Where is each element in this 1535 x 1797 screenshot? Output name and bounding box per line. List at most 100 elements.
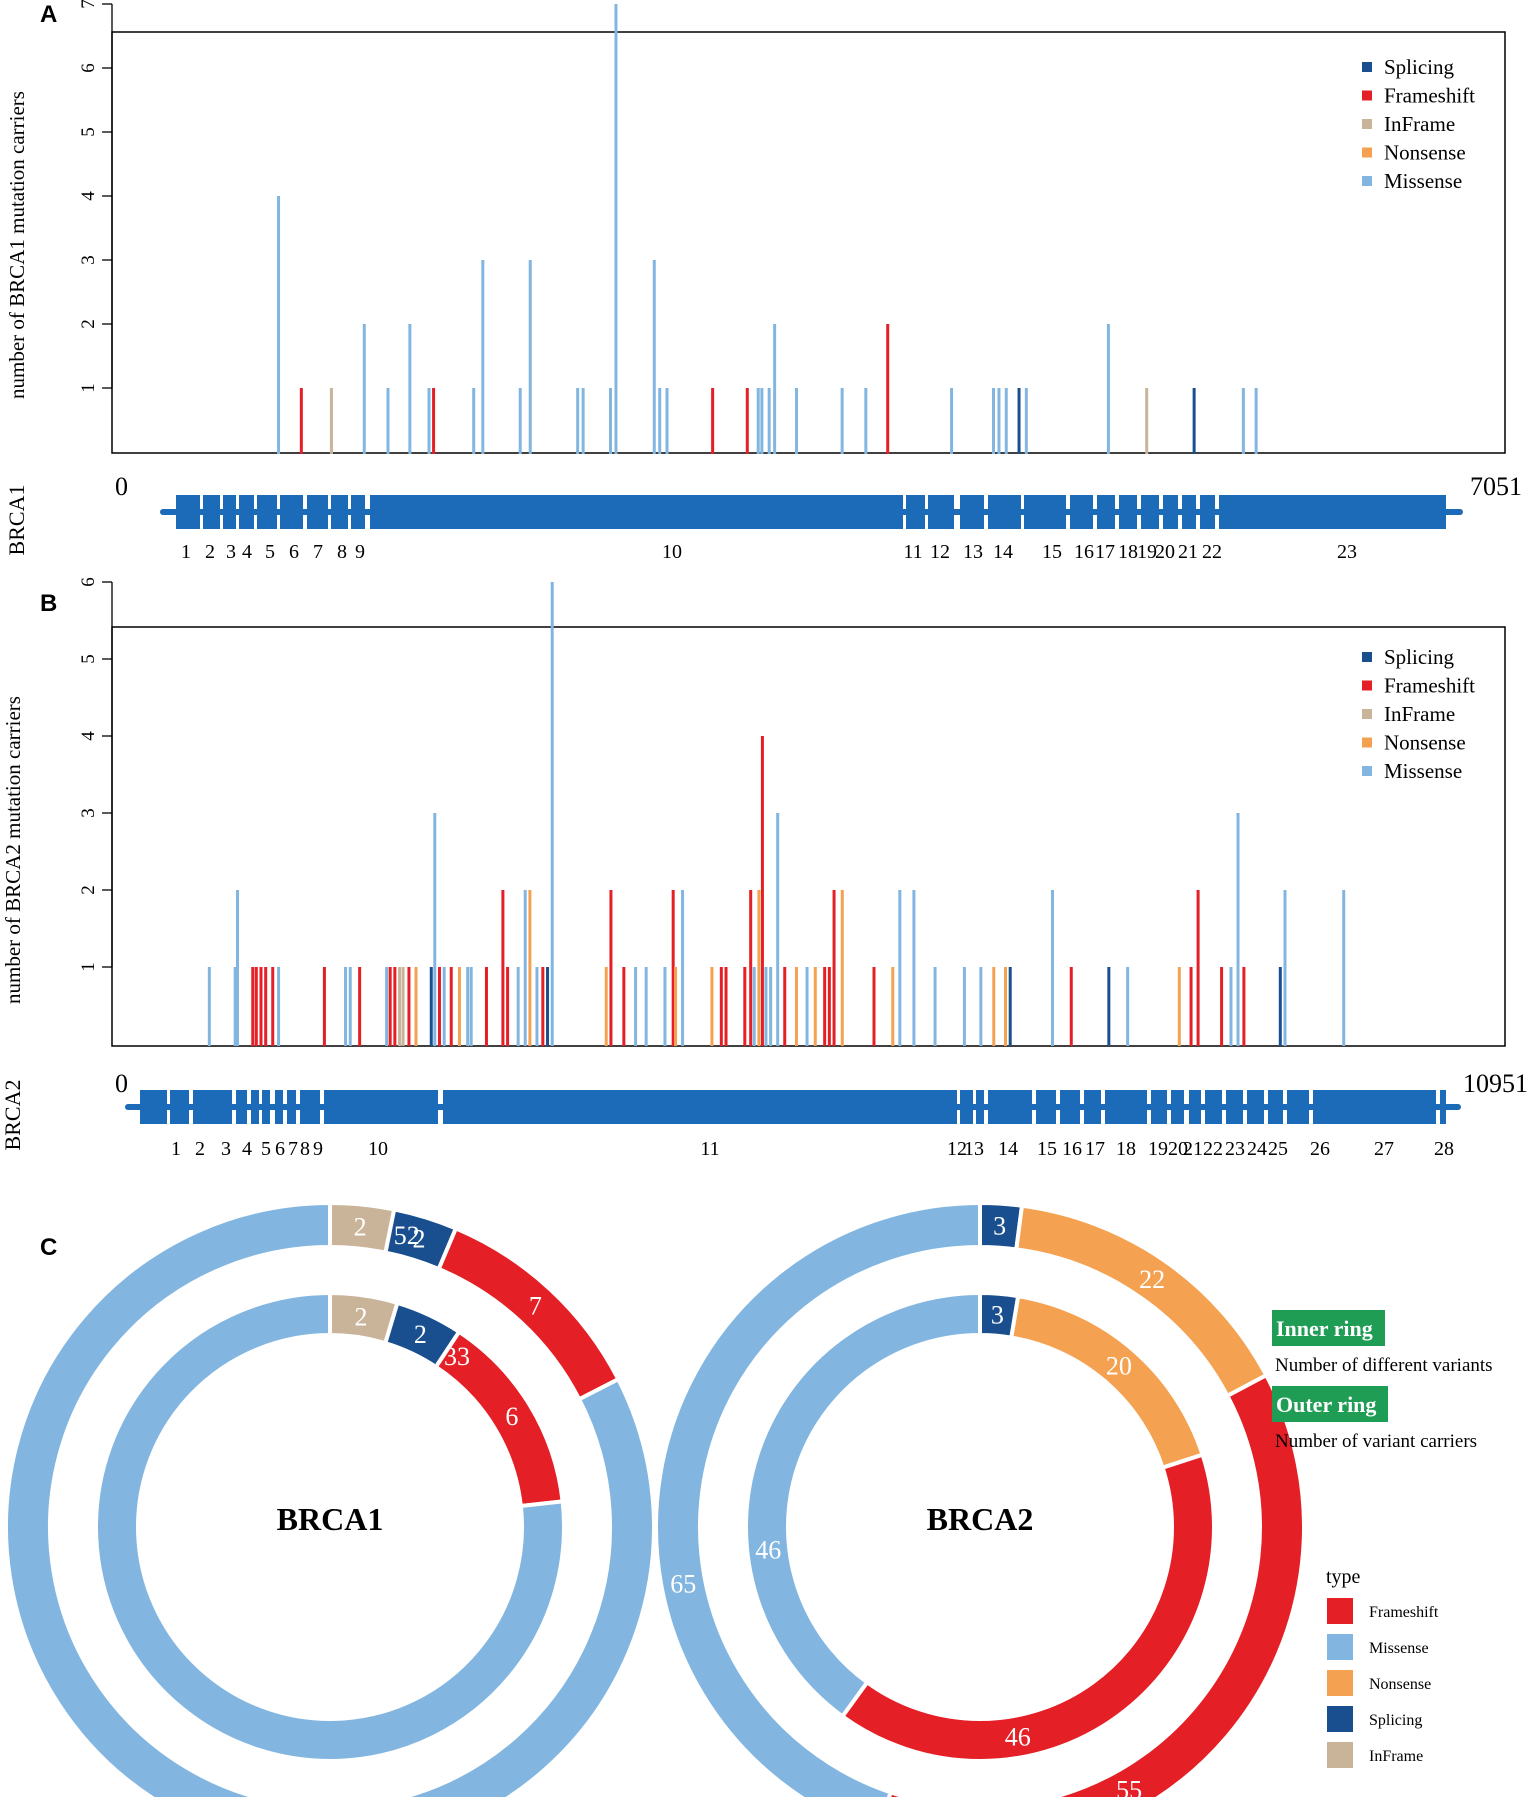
- exon-number: 13: [964, 1138, 984, 1160]
- panel-b-letter: B: [40, 590, 57, 617]
- exon-number: 11: [903, 541, 922, 563]
- exon-number: 9: [355, 541, 365, 563]
- y-tick-label: 4: [78, 731, 99, 741]
- outer-ring-slice-missense: [653, 1200, 982, 1797]
- exon-block: [1182, 495, 1196, 529]
- exon-number: 10: [368, 1138, 388, 1160]
- legend-label-frameshift: Frameshift: [1384, 84, 1475, 108]
- brca2-y-label: number of BRCA2 mutation carriers: [1, 696, 25, 1004]
- exon-number: 22: [1202, 541, 1222, 563]
- inner-ring-slice-missense: [94, 1290, 566, 1763]
- legend-swatch-nonsense: [1362, 147, 1372, 158]
- exon-number: 23: [1337, 541, 1357, 563]
- inner-ring-value-splicing: 3: [991, 1301, 1004, 1330]
- exon-number: 25: [1268, 1138, 1288, 1160]
- exon-block: [1163, 495, 1178, 529]
- exon-block: [223, 495, 236, 529]
- type-swatch-missense: [1327, 1634, 1353, 1660]
- exon-number: 23: [1225, 1138, 1245, 1160]
- exon-number: 21: [1178, 541, 1198, 563]
- exon-number: 19: [1148, 1138, 1168, 1160]
- exon-block: [1219, 495, 1446, 529]
- exon-block: [140, 1090, 167, 1124]
- exon-block: [307, 495, 328, 529]
- exon-number: 14: [993, 541, 1013, 563]
- legend-swatch-inframe: [1362, 709, 1372, 719]
- exon-block: [239, 495, 254, 529]
- exon-block: [1171, 1090, 1184, 1124]
- exon-number: 16: [1074, 541, 1094, 563]
- exon-block: [1205, 1090, 1222, 1124]
- outer-ring-value-frameshift: 7: [529, 1292, 542, 1321]
- outer-ring-slice-frameshift: [886, 1372, 1306, 1797]
- y-tick-label: 1: [78, 383, 99, 393]
- exon-number: 7: [288, 1138, 298, 1160]
- legend-swatch-nonsense: [1362, 737, 1372, 748]
- type-swatch-splicing: [1327, 1706, 1353, 1732]
- exon-number: 5: [261, 1138, 271, 1160]
- brca2-gene-track: [125, 1090, 1461, 1124]
- brca2-donut-center-label: BRCA2: [927, 1501, 1034, 1537]
- inner-ring-slice-missense: [744, 1290, 982, 1720]
- y-tick-label: 3: [78, 808, 99, 818]
- brca1-gene-track: [160, 495, 1463, 529]
- exon-number: 6: [289, 541, 299, 563]
- exon-number: 14: [998, 1138, 1018, 1160]
- exon-number: 3: [221, 1138, 231, 1160]
- exon-block: [928, 495, 954, 529]
- exon-number: 4: [242, 1138, 252, 1160]
- legend-swatch-frameshift: [1362, 90, 1372, 101]
- exon-block: [1287, 1090, 1309, 1124]
- inner-ring-value-missense: 46: [755, 1536, 781, 1565]
- y-tick-label: 3: [78, 255, 99, 265]
- exon-number: 7: [313, 541, 323, 563]
- exon-block: [988, 495, 1021, 529]
- exon-block: [1268, 1090, 1283, 1124]
- exon-block: [1036, 1090, 1056, 1124]
- exon-block: [1084, 1090, 1101, 1124]
- exon-block: [331, 495, 348, 529]
- brca1-y-axis: 1 2 3 4 5 6 7: [78, 0, 113, 393]
- legend-swatch-missense: [1362, 766, 1372, 776]
- brca1-gene-label: BRCA1: [4, 485, 29, 556]
- exon-number: 9: [313, 1138, 323, 1160]
- exon-number: 17: [1095, 541, 1115, 563]
- y-tick-label: 1: [78, 962, 99, 972]
- outer-ring-value-splicing: 2: [413, 1224, 426, 1253]
- exon-block: [988, 1090, 1032, 1124]
- legend-label-nonsense: Nonsense: [1384, 731, 1466, 755]
- exon-number: 15: [1042, 541, 1062, 563]
- exon-number: 20: [1155, 541, 1175, 563]
- exon-block: [1060, 1090, 1080, 1124]
- brca1-donut-center-label: BRCA1: [277, 1501, 384, 1537]
- exon-block: [1119, 495, 1137, 529]
- exon-block: [280, 495, 303, 529]
- exon-block: [236, 1090, 247, 1124]
- exon-block: [193, 1090, 232, 1124]
- exon-number: 2: [205, 541, 215, 563]
- exon-block: [906, 495, 925, 529]
- exon-number: 12: [947, 1138, 967, 1160]
- exon-number: 6: [275, 1138, 285, 1160]
- exon-number: 18: [1116, 1138, 1136, 1160]
- brca2-y-axis: 1 2 3 4 5 6: [78, 577, 113, 972]
- y-tick-label: 2: [78, 885, 99, 895]
- legend-label-missense: Missense: [1384, 759, 1462, 783]
- legend-swatch-frameshift: [1362, 680, 1372, 691]
- exon-block: [287, 1090, 296, 1124]
- legend-swatch-inframe: [1362, 119, 1372, 129]
- legend-swatch-splicing: [1362, 652, 1372, 662]
- brca1-plot-frame: [111, 31, 1506, 454]
- inner-ring-slice-frameshift: [839, 1452, 1216, 1763]
- legend-swatch-missense: [1362, 176, 1372, 186]
- exon-number: 18: [1118, 541, 1138, 563]
- type-swatch-inframe: [1327, 1742, 1353, 1768]
- exon-block: [1440, 1090, 1446, 1124]
- exon-number: 19: [1137, 541, 1157, 563]
- outer-ring-value-missense: 65: [670, 1569, 696, 1598]
- outer-ring-badge-text: Outer ring: [1276, 1392, 1376, 1417]
- brca1-end-label: 7051: [1470, 472, 1522, 501]
- y-tick-label: 7: [78, 0, 99, 9]
